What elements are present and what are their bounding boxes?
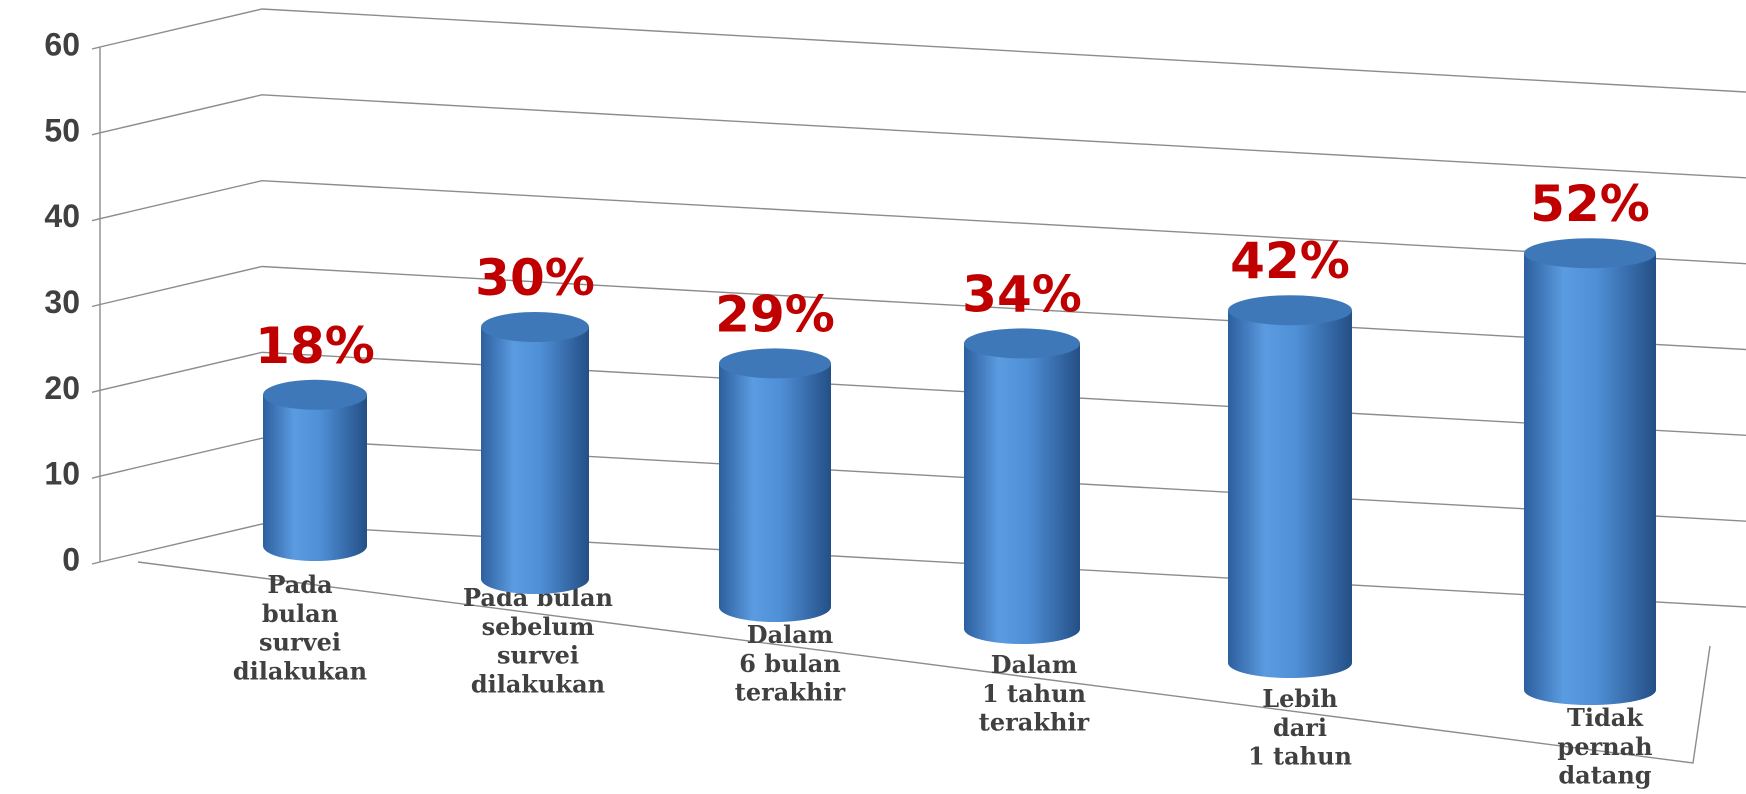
value-label: 42% xyxy=(1230,232,1350,290)
cylinder-top xyxy=(964,328,1080,359)
x-tick-label: Pada bulan sebelum survei dilakukan xyxy=(463,583,613,698)
x-tick-label: Tidak pernah datang xyxy=(1557,703,1652,790)
grid-line xyxy=(91,8,1746,93)
cylinder xyxy=(1524,238,1656,705)
value-label: 30% xyxy=(475,249,595,307)
cylinder-body xyxy=(263,394,367,561)
cylinder xyxy=(964,328,1080,644)
grid-line xyxy=(91,265,1746,351)
cylinder-body xyxy=(719,363,831,622)
cylinder-body xyxy=(481,327,589,594)
value-label: 34% xyxy=(962,265,1082,323)
cylinder-body xyxy=(964,343,1080,644)
value-label: 29% xyxy=(715,285,835,343)
cylinder-top xyxy=(1228,295,1352,326)
floor-edge xyxy=(137,561,1711,764)
cylinder-top xyxy=(1524,238,1656,269)
cylinder xyxy=(1228,295,1352,678)
cylinder-top xyxy=(719,348,831,379)
y-tick-label: 50 xyxy=(44,112,80,148)
cylinder xyxy=(481,312,589,594)
y-tick-label: 40 xyxy=(44,198,80,234)
y-tick-label: 0 xyxy=(62,541,80,577)
grid-line xyxy=(91,179,1746,265)
cylinder xyxy=(263,379,367,561)
y-tick-label: 20 xyxy=(44,370,80,406)
cylinder-body xyxy=(1228,310,1352,678)
y-tick-label: 60 xyxy=(44,26,80,62)
bars: Pada bulan survei dilakukan 18% Pada bulan seb… xyxy=(233,175,1656,790)
y-tick-label: 10 xyxy=(44,456,80,492)
grid: 0 10 20 30 40 50 60 xyxy=(44,8,1746,764)
value-label: 52% xyxy=(1530,175,1650,233)
grid-line xyxy=(91,94,1746,179)
value-label: 18% xyxy=(255,317,375,375)
x-tick-label: Pada bulan survei dilakukan xyxy=(233,570,367,685)
y-tick-label: 30 xyxy=(44,284,80,320)
cylinder-top xyxy=(263,379,367,410)
x-tick-label: Dalam 1 tahun terakhir xyxy=(979,650,1090,737)
x-tick-label: Lebih dari 1 tahun xyxy=(1248,684,1352,771)
cylinder-body xyxy=(1524,253,1656,705)
cylinder-top xyxy=(481,312,589,342)
cylinder xyxy=(719,348,831,622)
x-tick-label: Dalam 6 bulan terakhir xyxy=(735,620,846,707)
